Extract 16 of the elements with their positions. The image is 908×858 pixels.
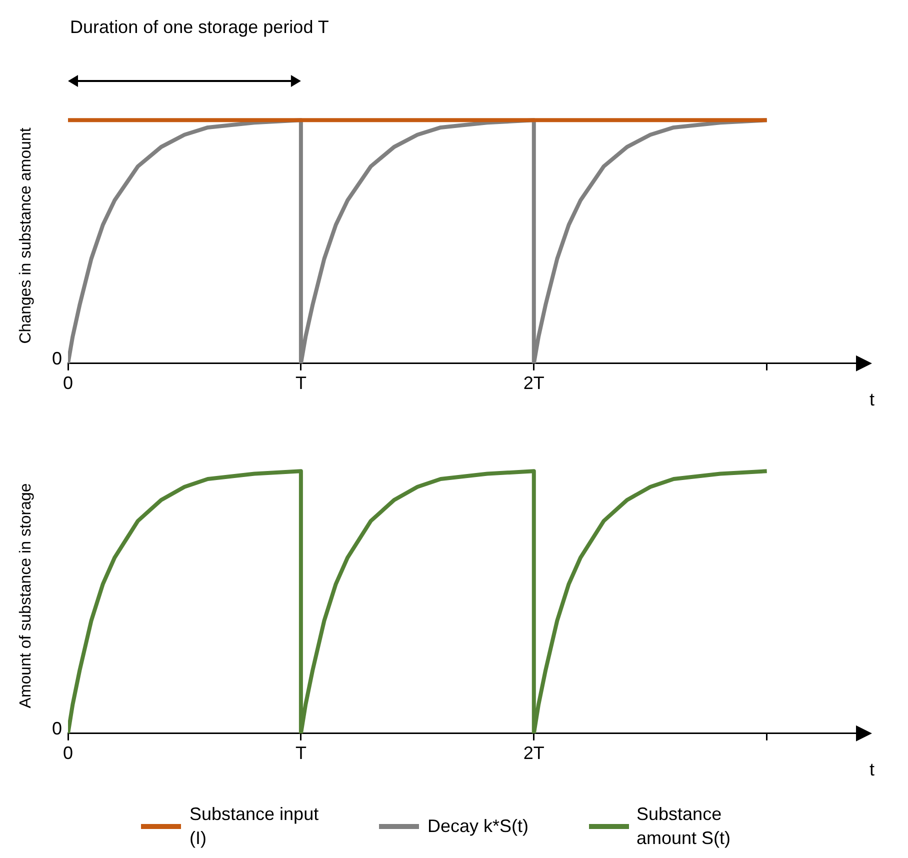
text: Duration of one storage period T: [69, 16, 330, 39]
annotation: 0: [52, 348, 62, 368]
x-axis-title: t: [869, 759, 875, 780]
y-axis-title: Changes in substance amount: [17, 127, 34, 344]
x-tick-label: 0: [62, 743, 74, 764]
legend-label: Substance amount S(t): [636, 803, 732, 850]
annotation: 0: [52, 718, 62, 738]
legend-label: Decay k*S(t): [427, 815, 529, 838]
x-axis-title: t: [869, 389, 875, 410]
y-axis-title: Amount of substance in storage: [17, 483, 34, 708]
x-tick-label: 2T: [523, 373, 544, 394]
x-tick-label: T: [295, 373, 306, 394]
x-tick-label: T: [295, 743, 306, 764]
x-tick-label: 0: [62, 373, 74, 394]
x-tick-label: 2T: [523, 743, 544, 764]
legend-label: Substance input (I): [189, 803, 320, 850]
